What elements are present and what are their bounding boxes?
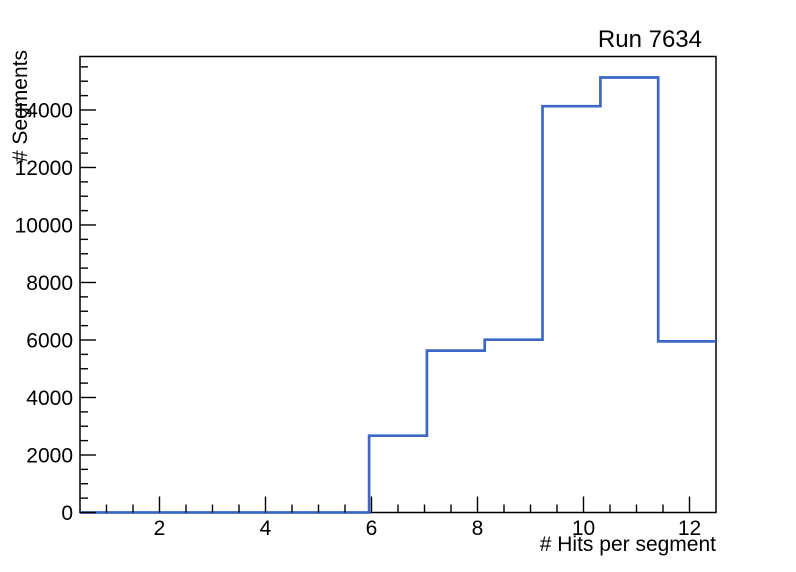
y-tick-label: 8000 [26, 272, 73, 295]
y-tick-label: 14000 [15, 99, 73, 122]
x-tick-label: 12 [678, 517, 701, 540]
y-tick-label: 6000 [26, 329, 73, 352]
x-tick-label: 8 [472, 517, 484, 540]
x-tick-label: 10 [572, 517, 595, 540]
plot-frame [79, 55, 717, 514]
chart-title: Run 7634 [598, 26, 702, 53]
y-axis-title: # Segments [9, 50, 32, 162]
y-tick-label: 12000 [15, 157, 73, 180]
x-tick-label: 2 [154, 517, 166, 540]
y-tick-label: 4000 [26, 387, 73, 410]
y-tick-label: 0 [61, 502, 73, 525]
y-tick-label: 2000 [26, 444, 73, 467]
y-tick-label: 10000 [15, 214, 73, 237]
x-tick-label: 6 [366, 517, 378, 540]
axes-layer: 2 4 6 8 10 12 0 2000 4000 6000 8000 10000 12000 14000 [15, 66, 701, 540]
histogram-line [80, 76, 716, 514]
x-tick-label: 4 [260, 517, 272, 540]
x-axis-title: # Hits per segment [540, 533, 716, 556]
